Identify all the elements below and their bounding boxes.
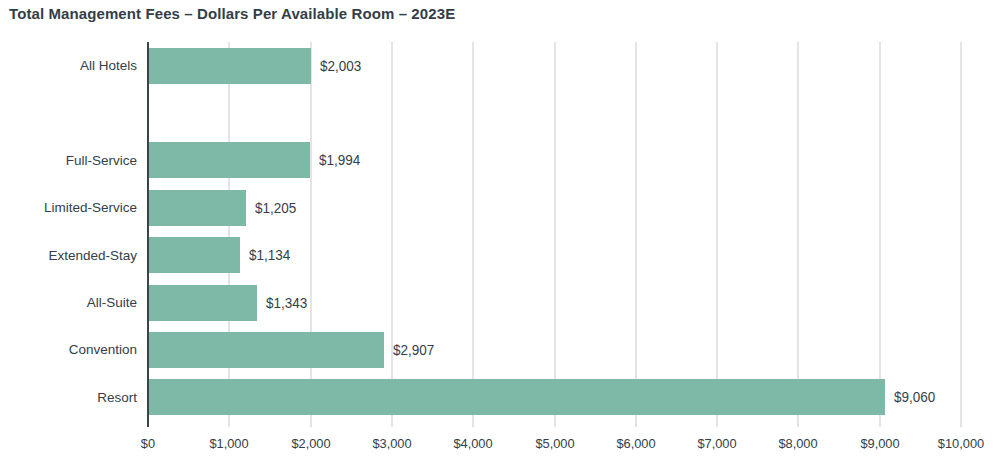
category-label-resort: Resort	[0, 374, 137, 421]
plot-area: $2,003 $1,994 $1,205 $1,134 $1,343 $2,907 $9,0…	[148, 42, 961, 421]
category-label-extended-stay: Extended-Stay	[0, 232, 137, 279]
x-axis-tick-label: $6,000	[616, 436, 655, 451]
bar-chart: Total Management Fees – Dollars Per Avai…	[0, 0, 1000, 461]
axis-tick	[635, 421, 637, 427]
x-axis-tick-label: $8,000	[779, 436, 818, 451]
axis-tick	[960, 421, 962, 427]
category-labels: All Hotels Full-ServiceLimited-ServiceExt…	[0, 42, 137, 421]
category-label-all-suite: All-Suite	[0, 279, 137, 326]
x-axis-tick-label: $10,000	[938, 436, 984, 451]
axis-tick	[472, 421, 474, 427]
x-axis-labels: $0$1,000$2,000$3,000$4,000$5,000$6,000$7…	[148, 436, 961, 454]
x-axis-tick-label: $0	[141, 436, 155, 451]
axis-tick	[310, 421, 312, 427]
axis-tick	[391, 421, 393, 427]
tick-marks	[148, 421, 961, 427]
x-axis-tick-label: $5,000	[535, 436, 574, 451]
y-axis-line	[147, 42, 149, 427]
axis-tick	[554, 421, 556, 427]
chart-title: Total Management Fees – Dollars Per Avai…	[9, 5, 455, 22]
bar-resort	[148, 379, 885, 415]
bar-all-suite	[148, 285, 257, 321]
axis-tick	[797, 421, 799, 427]
x-axis-tick-label: $4,000	[454, 436, 493, 451]
x-axis-tick-label: $3,000	[372, 436, 411, 451]
bar-value-label: $9,060	[894, 379, 935, 415]
bar-value-label: $2,907	[393, 332, 434, 368]
x-axis-tick-label: $1,000	[210, 436, 249, 451]
bar-value-label: $2,003	[320, 48, 361, 84]
category-label-limited-service: Limited-Service	[0, 184, 137, 231]
category-label-convention: Convention	[0, 326, 137, 373]
bar-value-label: $1,134	[249, 237, 290, 273]
bars: $2,003 $1,994 $1,205 $1,134 $1,343 $2,907 $9,0…	[148, 42, 961, 421]
axis-tick	[228, 421, 230, 427]
x-axis-tick-label: $7,000	[697, 436, 736, 451]
bar-value-label: $1,343	[266, 285, 307, 321]
axis-tick	[716, 421, 718, 427]
bar-value-label: $1,205	[255, 190, 296, 226]
x-axis-tick-label: $2,000	[291, 436, 330, 451]
bar-extended-stay	[148, 237, 240, 273]
x-axis-tick-label: $9,000	[860, 436, 899, 451]
bar-convention	[148, 332, 384, 368]
category-label-full-service: Full-Service	[0, 137, 137, 184]
bar-all-hotels	[148, 48, 311, 84]
bar-value-label: $1,994	[319, 142, 360, 178]
axis-tick	[879, 421, 881, 427]
category-label-all-hotels: All Hotels	[0, 42, 137, 89]
bar-full-service	[148, 142, 310, 178]
bar-limited-service	[148, 190, 246, 226]
